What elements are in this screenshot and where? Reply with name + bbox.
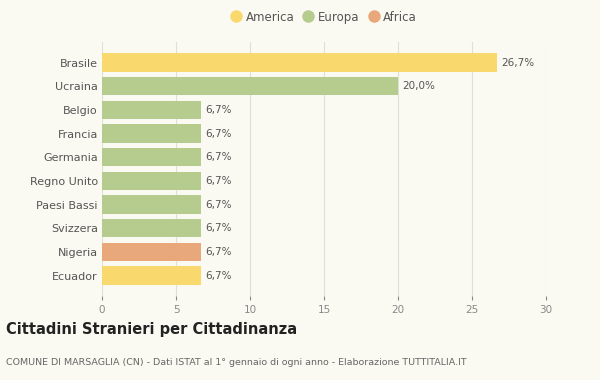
Text: 6,7%: 6,7%: [206, 200, 232, 210]
Text: 6,7%: 6,7%: [206, 152, 232, 162]
Bar: [102, 172, 201, 190]
Text: 6,7%: 6,7%: [206, 247, 232, 257]
Legend: America, Europa, Africa: America, Europa, Africa: [228, 7, 420, 27]
Text: Cittadini Stranieri per Cittadinanza: Cittadini Stranieri per Cittadinanza: [6, 322, 297, 337]
Text: 6,7%: 6,7%: [206, 128, 232, 139]
Text: 26,7%: 26,7%: [502, 58, 535, 68]
Bar: [102, 195, 201, 214]
Bar: [102, 266, 201, 285]
Text: 20,0%: 20,0%: [403, 81, 436, 91]
Text: COMUNE DI MARSAGLIA (CN) - Dati ISTAT al 1° gennaio di ogni anno - Elaborazione : COMUNE DI MARSAGLIA (CN) - Dati ISTAT al…: [6, 358, 467, 367]
Bar: [102, 219, 201, 238]
Bar: [102, 77, 398, 95]
Bar: [102, 148, 201, 166]
Text: 6,7%: 6,7%: [206, 105, 232, 115]
Text: 6,7%: 6,7%: [206, 223, 232, 233]
Text: 6,7%: 6,7%: [206, 176, 232, 186]
Bar: [102, 53, 497, 72]
Text: 6,7%: 6,7%: [206, 271, 232, 280]
Bar: [102, 101, 201, 119]
Bar: [102, 243, 201, 261]
Bar: [102, 124, 201, 143]
